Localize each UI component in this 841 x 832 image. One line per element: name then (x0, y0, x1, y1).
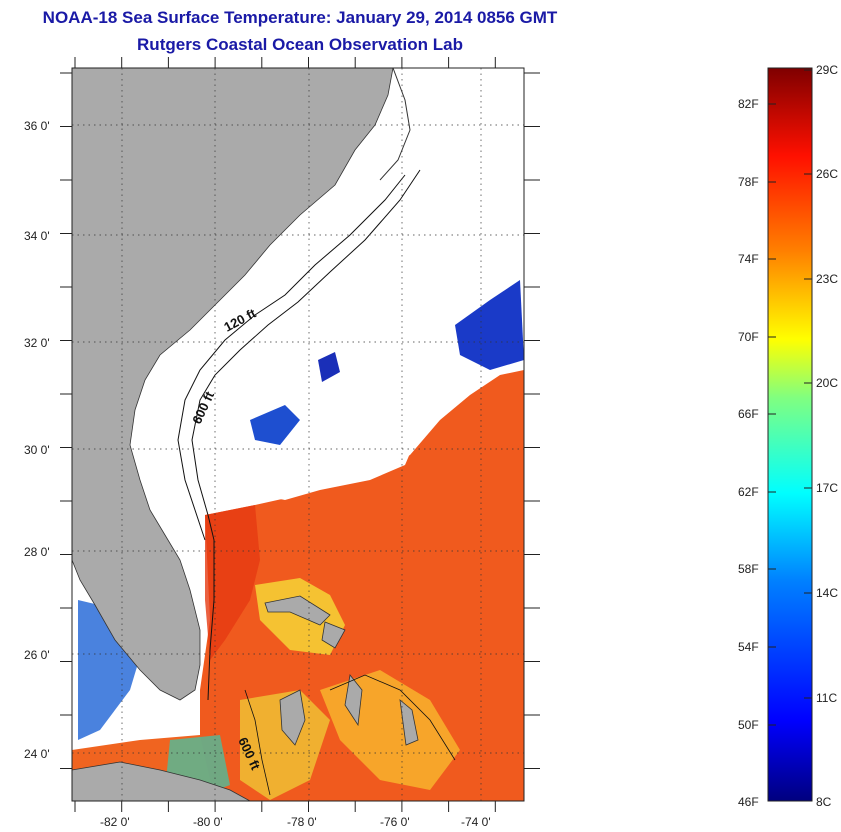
lon-label-74: -74 0' (461, 815, 491, 829)
land-andros (279, 689, 306, 746)
lat-label-26: 26 0' (24, 648, 50, 662)
axis-ticks (60, 57, 540, 812)
land-southeast-us (72, 68, 394, 701)
colorbar (767, 67, 813, 802)
cb-c-8: 8C (816, 795, 832, 809)
map-subtitle: Rutgers Coastal Ocean Observation Lab (137, 35, 463, 54)
cb-c-29: 29C (816, 63, 838, 77)
cold-patch-north-2 (455, 280, 524, 370)
lat-label-32: 32 0' (24, 336, 50, 350)
cold-patch-north-1 (250, 405, 300, 445)
cb-f-66: 66F (738, 407, 759, 421)
cb-f-58: 58F (738, 562, 759, 576)
land-long-island (399, 699, 419, 746)
lon-label-78: -78 0' (287, 815, 317, 829)
cb-c-20: 20C (816, 376, 838, 390)
cb-f-82: 82F (738, 97, 759, 111)
cb-f-46: 46F (738, 795, 759, 809)
cb-f-62: 62F (738, 485, 759, 499)
land-abaco (321, 621, 346, 649)
lon-label-76: -76 0' (380, 815, 410, 829)
contour-600ft (191, 169, 421, 701)
cloud-cover (255, 420, 420, 500)
contour-bahamas (244, 674, 456, 796)
outer-banks (379, 68, 411, 181)
lon-label-82: -82 0' (100, 815, 130, 829)
lat-label-28: 28 0' (24, 545, 50, 559)
lat-label-34: 34 0' (24, 229, 50, 243)
map-frame (71, 67, 525, 802)
gulf-stream-core (205, 505, 260, 660)
lat-label-24: 24 0' (24, 747, 50, 761)
lon-label-80: -80 0' (193, 815, 223, 829)
graticule (72, 68, 524, 801)
cb-c-23: 23C (816, 272, 838, 286)
cold-patch-north-3 (318, 352, 340, 382)
cb-f-74: 74F (738, 252, 759, 266)
yellow-south (240, 690, 330, 800)
cb-f-54: 54F (738, 640, 759, 654)
cb-c-14: 14C (816, 586, 838, 600)
land-eleuthera (344, 674, 363, 727)
map-title: NOAA-18 Sea Surface Temperature: January… (42, 8, 558, 27)
cb-f-78: 78F (738, 175, 759, 189)
cb-f-50: 50F (738, 718, 759, 732)
colorbar-ticks (768, 69, 812, 802)
land-grand-bahama (264, 595, 331, 626)
lat-label-30: 30 0' (24, 443, 50, 457)
cb-c-26: 26C (816, 167, 838, 181)
land-cuba (72, 761, 251, 801)
cb-c-11: 11C (816, 691, 837, 705)
cb-f-70: 70F (738, 330, 759, 344)
lat-label-36: 36 0' (24, 119, 50, 133)
contour-120ft (177, 174, 406, 541)
cb-c-17: 17C (816, 481, 838, 495)
